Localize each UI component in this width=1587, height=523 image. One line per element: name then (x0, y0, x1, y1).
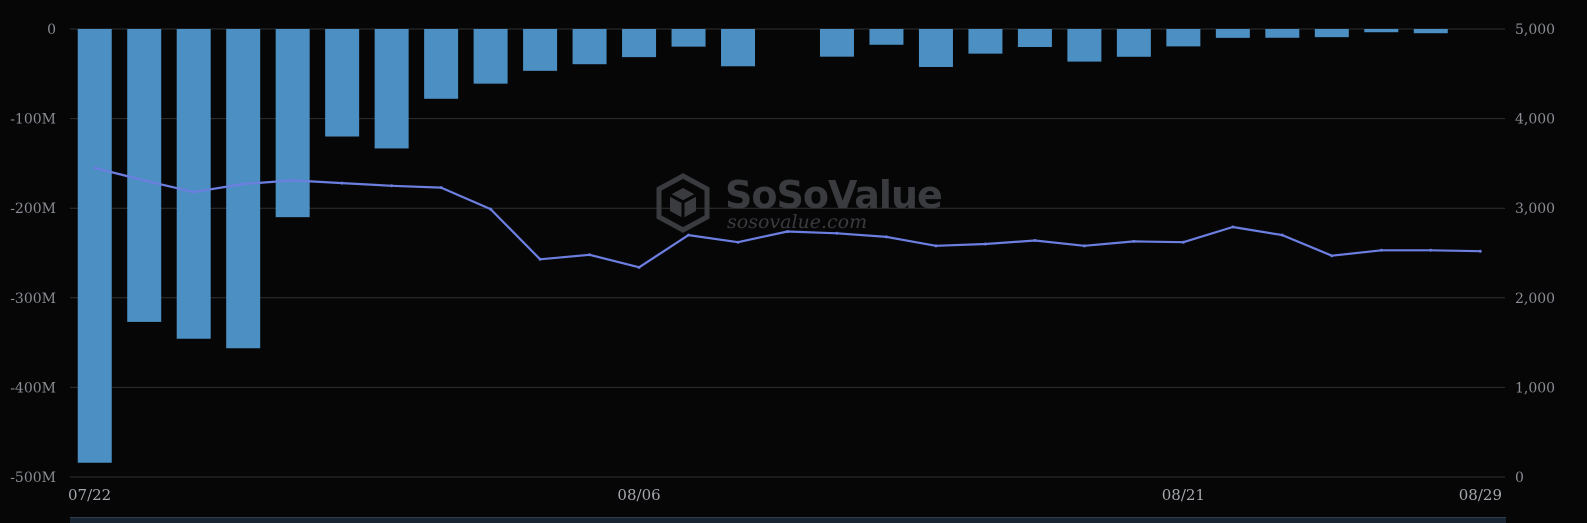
bar[interactable] (869, 29, 904, 45)
line-point[interactable] (1429, 248, 1433, 252)
line-point[interactable] (736, 240, 740, 244)
line-point[interactable] (1330, 254, 1334, 258)
bar[interactable] (1314, 29, 1349, 38)
left-axis-ticks: 0 -100M -200M -300M -400M -500M (10, 22, 56, 486)
line-point[interactable] (1478, 249, 1482, 253)
line-point[interactable] (142, 178, 146, 182)
line-point[interactable] (192, 190, 196, 194)
bar[interactable] (968, 29, 1003, 54)
line-point[interactable] (1280, 233, 1284, 237)
line-point[interactable] (1231, 225, 1235, 229)
bar[interactable] (374, 29, 409, 149)
bar[interactable] (523, 29, 558, 71)
bar[interactable] (226, 29, 261, 349)
line-point[interactable] (884, 235, 888, 239)
bar[interactable] (622, 29, 657, 58)
left-tick-label: -500M (10, 470, 56, 486)
line-point[interactable] (637, 265, 641, 269)
line-point[interactable] (538, 257, 542, 261)
line-point[interactable] (241, 182, 245, 186)
line-point[interactable] (934, 244, 938, 248)
bar[interactable] (473, 29, 508, 84)
line-point[interactable] (1181, 240, 1185, 244)
line-point[interactable] (588, 253, 592, 257)
bar[interactable] (572, 29, 607, 65)
line-point[interactable] (1082, 244, 1086, 248)
x-axis-ticks: 07/22 08/06 08/21 08/29 (68, 486, 1502, 504)
bar[interactable] (1265, 29, 1300, 38)
x-tick-label: 08/21 (1162, 486, 1205, 504)
left-tick-label: -300M (10, 291, 56, 307)
x-tick-label: 07/22 (68, 486, 111, 504)
right-tick-label: 2,000 (1515, 291, 1555, 307)
bar[interactable] (1017, 29, 1052, 48)
bar[interactable] (176, 29, 211, 339)
left-tick-label: -200M (10, 201, 56, 217)
right-axis-ticks: 5,000 4,000 3,000 2,000 1,000 0 (1515, 22, 1555, 486)
line-point[interactable] (1379, 248, 1383, 252)
right-tick-label: 3,000 (1515, 201, 1555, 217)
bar[interactable] (1413, 29, 1448, 34)
bar[interactable] (671, 29, 706, 47)
chart-scrollbar[interactable] (70, 517, 1506, 523)
line-point[interactable] (786, 229, 789, 233)
bar[interactable] (1116, 29, 1151, 57)
right-tick-label: 0 (1515, 470, 1524, 486)
bar[interactable] (1364, 29, 1399, 33)
right-tick-label: 1,000 (1515, 380, 1555, 396)
watermark: SoSoValue sosovalue.com (656, 173, 943, 233)
line-point[interactable] (93, 166, 97, 170)
bar-series (77, 29, 1448, 463)
line-point[interactable] (687, 233, 691, 237)
bar[interactable] (275, 29, 310, 218)
bar[interactable] (1215, 29, 1250, 38)
line-point[interactable] (390, 184, 394, 188)
line-point[interactable] (1033, 238, 1037, 242)
line-series (93, 166, 1482, 269)
bar[interactable] (1067, 29, 1102, 62)
bar[interactable] (127, 29, 162, 322)
right-tick-label: 4,000 (1515, 112, 1555, 128)
x-tick-label: 08/29 (1459, 486, 1502, 504)
watermark-url: sosovalue.com (727, 211, 867, 233)
line-point[interactable] (835, 231, 839, 235)
line-point[interactable] (983, 242, 987, 246)
bar[interactable] (424, 29, 459, 99)
bar[interactable] (1166, 29, 1201, 47)
bar[interactable] (77, 29, 112, 463)
line-point[interactable] (439, 186, 443, 190)
left-tick-label: -400M (10, 380, 56, 396)
line-point[interactable] (1132, 239, 1136, 243)
bar[interactable] (325, 29, 360, 137)
left-tick-label: -100M (10, 112, 56, 128)
line-point[interactable] (291, 178, 295, 182)
sosovalue-logo-icon (656, 173, 710, 233)
left-tick-label: 0 (47, 22, 56, 38)
x-tick-label: 08/06 (617, 486, 660, 504)
watermark-brand: SoSoValue (725, 173, 942, 217)
bar[interactable] (721, 29, 756, 67)
line-point[interactable] (489, 207, 493, 211)
bar[interactable] (918, 29, 953, 67)
line-point[interactable] (340, 181, 344, 185)
right-tick-label: 5,000 (1515, 22, 1555, 38)
bar[interactable] (819, 29, 854, 57)
